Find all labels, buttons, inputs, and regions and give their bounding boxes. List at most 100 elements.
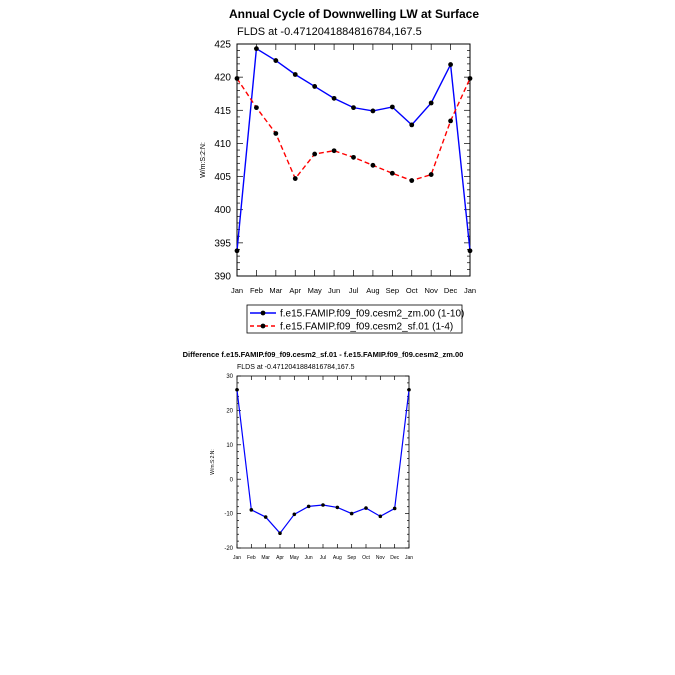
bottom-xtick-label: Jul xyxy=(320,555,326,561)
bottom-xtick-label: Jun xyxy=(305,555,313,561)
top-xtick-label: Jan xyxy=(231,286,243,295)
top-ytick-label: 410 xyxy=(214,139,231,150)
top-xtick-label: Sep xyxy=(386,286,399,295)
bottom-plot-area: -20 -10 0 10 20 30 Jan Feb Mar Apr May Jun Jul Aug Sep… xyxy=(224,374,413,561)
top-xtick-label: Nov xyxy=(424,286,438,295)
legend-marker-zm xyxy=(260,310,266,316)
top-xtick-label: Feb xyxy=(250,286,263,295)
bottom-series-0-point xyxy=(292,512,297,517)
top-ytick-label: 395 xyxy=(214,238,231,249)
top-series-1-point xyxy=(351,154,356,160)
top-series-1-point xyxy=(428,172,434,177)
bottom-series-0-point xyxy=(278,531,282,536)
top-series-0-point xyxy=(428,100,434,106)
top-xtick-label: Dec xyxy=(444,286,458,295)
top-series-0-point xyxy=(273,58,279,63)
bottom-xtick-label: Apr xyxy=(276,555,284,561)
top-ytick-label: 405 xyxy=(214,172,231,183)
top-chart-title: Annual Cycle of Downwelling LW at Surfac… xyxy=(229,7,479,21)
top-series-1-point xyxy=(331,148,337,154)
top-xtick-label: Aug xyxy=(366,286,379,295)
top-series-0-point xyxy=(370,108,376,114)
bottom-series-0-point xyxy=(263,515,268,519)
top-xtick-label: May xyxy=(308,286,322,295)
top-series-0-point xyxy=(312,84,318,89)
bottom-ytick-label: 30 xyxy=(226,374,233,380)
bottom-series-0-point xyxy=(407,387,411,392)
top-series-line-0 xyxy=(236,47,471,251)
bottom-chart-ylabel: W/m:S:2:N: xyxy=(210,449,216,475)
top-series-0-point xyxy=(389,104,395,110)
top-xtick-label: Oct xyxy=(406,286,419,295)
bottom-ytick-label: 20 xyxy=(226,409,233,415)
top-series-0-point xyxy=(292,72,298,77)
bottom-xtick-label: Nov xyxy=(376,555,385,561)
top-chart-ylabel: W/m:S:2:N: xyxy=(200,142,207,178)
top-series-0-point xyxy=(351,105,356,111)
top-series-1-point xyxy=(409,178,415,183)
top-ytick-label: 415 xyxy=(214,106,231,117)
bottom-series-0-point xyxy=(364,506,368,510)
bottom-xtick-label: Aug xyxy=(333,555,342,561)
bottom-series-0-point xyxy=(249,508,254,512)
legend-marker-sf xyxy=(260,323,266,329)
top-series-1-point xyxy=(448,118,453,124)
legend-label-sf: f.e15.FAMIP.f09_f09.cesm2_sf.01 (1-4) xyxy=(280,322,453,333)
bottom-xtick-label: Sep xyxy=(347,555,356,561)
top-series-0-point xyxy=(234,248,240,254)
bottom-chart-title: Difference f.e15.FAMIP.f09_f09.cesm2_sf.… xyxy=(183,350,464,359)
bottom-series-0-point xyxy=(321,503,325,507)
top-ytick-label: 400 xyxy=(214,205,231,216)
top-series-1-point xyxy=(254,105,259,111)
bottom-xtick-label: Dec xyxy=(390,555,399,561)
bottom-series-0-point xyxy=(306,504,311,509)
bottom-ytick-label: -20 xyxy=(224,546,233,552)
legend-label-zm: f.e15.FAMIP.f09_f09.cesm2_zm.00 (1-10) xyxy=(280,309,464,320)
top-series-1-point xyxy=(370,162,376,168)
top-ytick-label: 390 xyxy=(214,272,231,283)
top-series-0-point xyxy=(331,95,337,101)
top-xtick-label: Jan xyxy=(464,286,476,295)
top-frame xyxy=(236,43,471,277)
top-series-1-point xyxy=(234,76,240,81)
bottom-xtick-label: Feb xyxy=(247,555,256,561)
bottom-ytick-label: 0 xyxy=(230,477,234,483)
top-ytick-label: 420 xyxy=(214,73,231,84)
top-series-0-point xyxy=(409,122,415,128)
top-series-1-point xyxy=(292,176,298,181)
top-series-1-point xyxy=(312,151,318,157)
top-xtick-label: Jul xyxy=(349,286,359,295)
bottom-frame xyxy=(236,375,410,549)
top-ytick-label: 425 xyxy=(214,40,231,51)
top-xtick-label: Jun xyxy=(328,286,340,295)
legend: f.e15.FAMIP.f09_f09.cesm2_zm.00 (1-10) f… xyxy=(246,304,464,334)
top-series-1-point xyxy=(467,76,473,81)
top-chart: Annual Cycle of Downwelling LW at Surfac… xyxy=(200,7,479,334)
bottom-series-0-point xyxy=(335,505,340,510)
top-series-0-point xyxy=(254,46,259,52)
top-xtick-label: Apr xyxy=(289,286,301,295)
top-plot-area: 390 395 400 405 410 415 420 425 Jan Feb Mar Apr May J… xyxy=(214,40,476,296)
legend-box xyxy=(246,304,463,334)
bottom-chart-subtitle: FLDS at -0.4712041884816784,167.5 xyxy=(237,364,355,371)
bottom-xtick-label: May xyxy=(290,555,300,561)
top-xtick-label: Mar xyxy=(269,286,282,295)
top-series-0-point xyxy=(448,62,453,67)
bottom-ytick-label: -10 xyxy=(224,512,233,518)
bottom-xtick-label: Jan xyxy=(405,555,413,561)
top-chart-subtitle: FLDS at -0.4712041884816784,167.5 xyxy=(237,26,422,38)
bottom-series-0-point xyxy=(235,387,239,392)
bottom-xtick-label: Oct xyxy=(362,555,370,561)
bottom-xtick-label: Jan xyxy=(233,555,241,561)
bottom-xtick-label: Mar xyxy=(261,555,270,561)
bottom-series-0-point xyxy=(392,506,397,511)
top-series-1-point xyxy=(273,131,279,136)
bottom-series-line-0 xyxy=(236,389,410,535)
top-series-1-point xyxy=(389,170,395,176)
bottom-series-0-point xyxy=(349,511,354,516)
bottom-ytick-label: 10 xyxy=(226,443,233,449)
bottom-chart: Difference f.e15.FAMIP.f09_f09.cesm2_sf.… xyxy=(183,350,464,561)
bottom-series-0-point xyxy=(378,514,383,519)
top-series-0-point xyxy=(467,248,473,254)
